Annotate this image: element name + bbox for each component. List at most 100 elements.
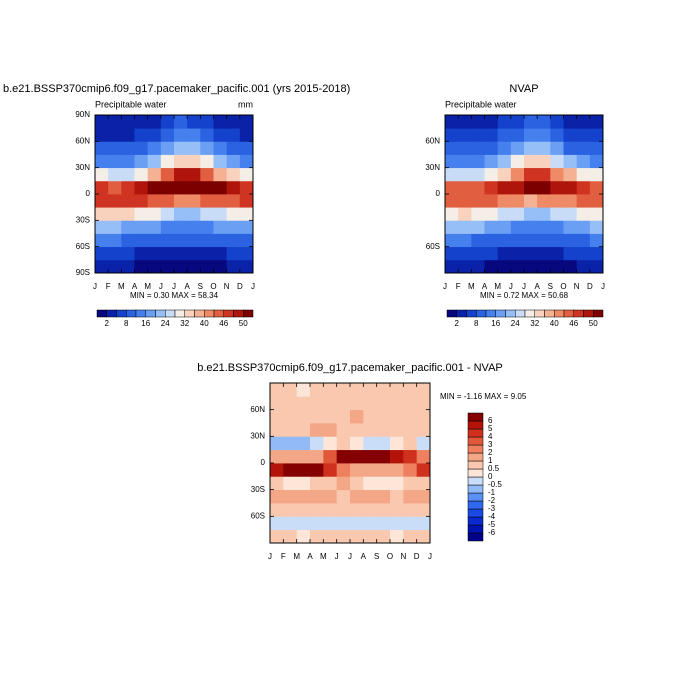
contour-cell <box>121 259 135 274</box>
contour-cell <box>213 259 228 274</box>
contour-cell <box>589 220 604 234</box>
contour-cell <box>458 246 472 261</box>
contour-cell <box>283 503 298 517</box>
contour-cell <box>200 233 214 248</box>
colorbar-box <box>243 309 254 318</box>
contour-cell <box>390 503 404 517</box>
contour-cell <box>296 383 311 397</box>
contour-cell <box>147 233 162 248</box>
contour-cell <box>390 409 404 424</box>
contour-cell <box>403 463 418 477</box>
contour-cell <box>296 503 311 517</box>
y-tick-label: 60S <box>76 242 90 251</box>
contour-cell <box>174 141 188 155</box>
subtitle: Precipitable water <box>95 99 167 109</box>
colorbar-box <box>467 428 484 438</box>
contour-cell <box>323 423 338 437</box>
contour-cell <box>403 436 418 451</box>
contour-cell <box>403 409 418 424</box>
contour-cell <box>336 423 351 437</box>
contour-cell <box>174 167 188 182</box>
colorbar-box <box>223 309 234 318</box>
contour-cell <box>537 180 551 195</box>
colorbar-label: 46 <box>219 319 228 328</box>
contour-cell <box>239 141 254 155</box>
contour-cell <box>445 233 459 248</box>
contour-cell <box>270 516 284 531</box>
x-tick-label: S <box>374 552 379 561</box>
contour-cell <box>226 128 241 142</box>
contour-cell <box>174 233 188 248</box>
contour-cell <box>200 207 214 221</box>
subtitle: Precipitable water <box>445 99 517 109</box>
contour-cell <box>403 396 418 411</box>
contour-cell <box>576 246 591 261</box>
contour-cell <box>376 396 391 411</box>
contour-cell <box>497 128 512 142</box>
colorbar-box <box>573 309 584 318</box>
contour-cell <box>310 516 324 531</box>
x-tick-label: D <box>237 282 243 291</box>
contour-cell <box>336 476 351 491</box>
contour-cell <box>524 220 538 234</box>
contour-cell <box>310 476 324 491</box>
contour-cell <box>226 154 241 169</box>
contour-cell <box>416 476 431 491</box>
contour-cell <box>550 233 564 248</box>
contour-cell <box>563 207 578 221</box>
contour-cell <box>445 220 459 234</box>
contour-cell <box>563 128 578 142</box>
colorbar-box <box>204 309 215 318</box>
y-tick-label: 30S <box>251 485 265 494</box>
contour-cell <box>108 167 122 182</box>
contour-cell <box>239 220 254 234</box>
contour-cell <box>213 115 228 129</box>
colorbar-label: 8 <box>474 319 479 328</box>
contour-cell <box>416 409 431 424</box>
contour-cell <box>376 503 391 517</box>
contour-cell <box>336 449 351 464</box>
contour-cell <box>537 233 551 248</box>
colorbar-label: 2 <box>455 319 460 328</box>
contour-cell <box>296 463 311 477</box>
contour-cell <box>108 233 122 248</box>
contour-cell <box>121 167 135 182</box>
contour-cell <box>147 246 162 261</box>
colorbar-box <box>126 309 137 318</box>
contour-cell <box>213 246 228 261</box>
contour-cell <box>283 423 298 437</box>
contour-cell <box>524 128 538 142</box>
contour-cell <box>524 246 538 261</box>
contour-cell <box>390 423 404 437</box>
colorbar-box <box>184 309 195 318</box>
contour-cell <box>108 259 122 274</box>
contour-cell <box>283 476 298 491</box>
contour-cell <box>363 436 378 451</box>
contour-cell <box>213 233 228 248</box>
contour-cell <box>376 436 391 451</box>
contour-cell <box>458 154 472 169</box>
colorbar-box <box>467 476 484 486</box>
contour-cell <box>147 259 162 274</box>
contour-cell <box>589 259 604 274</box>
contour-cell <box>108 141 122 155</box>
contour-cell <box>95 180 109 195</box>
y-tick-label: 30N <box>75 163 90 172</box>
contour-cell <box>187 180 201 195</box>
contour-cell <box>95 220 109 234</box>
x-tick-label: A <box>184 282 190 291</box>
contour-cell <box>363 476 378 491</box>
colorbar-label: 1 <box>488 456 493 465</box>
contour-cell <box>497 220 512 234</box>
contour-cell <box>576 141 591 155</box>
contour-cell <box>550 246 564 261</box>
contour-cell <box>363 449 378 464</box>
contour-cell <box>471 194 485 208</box>
contour-cell <box>589 154 604 169</box>
colorbar-box <box>467 516 484 526</box>
contour-cell <box>524 180 538 195</box>
contour-cell <box>497 167 512 182</box>
contour-cell <box>336 436 351 451</box>
contour-cell <box>403 476 418 491</box>
